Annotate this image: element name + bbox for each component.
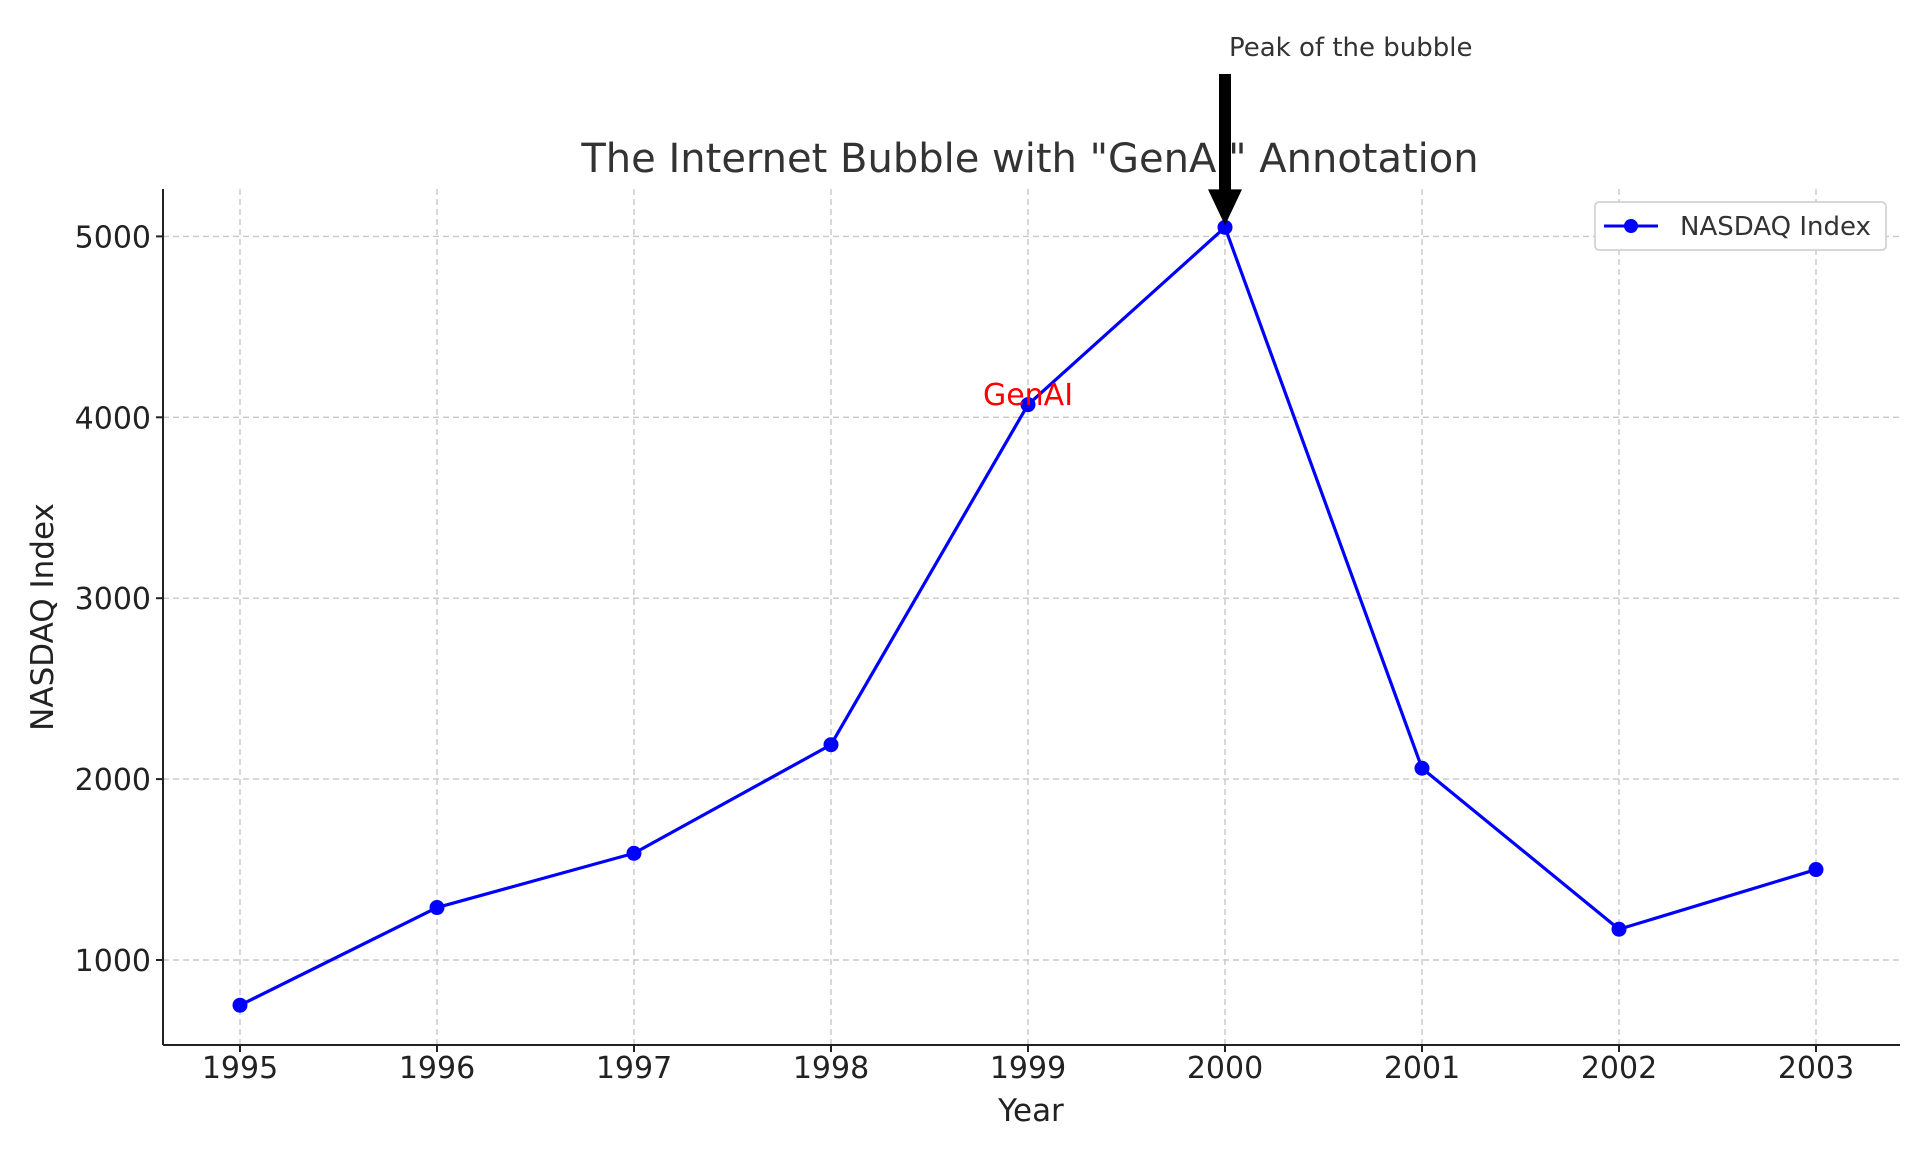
x-tick-label: 2000 [1187,1051,1263,1086]
y-tick-label: 4000 [75,401,151,436]
x-tick-label: 1999 [990,1051,1066,1086]
y-tick-label: 2000 [75,763,151,798]
x-tick-label: 1995 [202,1051,278,1086]
grid [163,189,1900,1045]
data-point [1020,397,1036,413]
x-tick-label: 1997 [596,1051,672,1086]
data-point [1611,921,1627,937]
x-tick-label: 1996 [399,1051,475,1086]
y-tick-label: 1000 [75,944,151,979]
legend-box [1594,201,1887,251]
chart-title: The Internet Bubble with "GenAI" Annotat… [580,136,1478,182]
legend-label: NASDAQ Index [1680,212,1871,242]
data-point [429,900,445,916]
annotation-peak-text: Peak of the bubble [1229,33,1472,63]
x-tick-label: 2001 [1384,1051,1460,1086]
x-tick-label: 2002 [1581,1051,1657,1086]
data-point [1414,760,1430,776]
annotation-genai-text: GenAI [983,378,1073,413]
x-tick-label: 2003 [1778,1051,1854,1086]
legend-marker-icon [1624,219,1638,233]
data-point [1217,219,1233,235]
series-nasdaq-index [232,219,1824,1013]
x-ticks: 1995 1996 1997 1998 1999 2000 2001 2002 2003 [202,1045,1854,1086]
data-point [823,737,839,753]
y-ticks: 1000 2000 3000 4000 5000 [75,220,163,979]
data-point [626,845,642,861]
y-tick-label: 5000 [75,220,151,255]
data-point [1808,862,1824,878]
annotation-peak: Peak of the bubble [1208,33,1472,226]
y-tick-label: 3000 [75,582,151,617]
annotation-peak-arrow-head [1208,189,1242,226]
data-point [232,997,248,1013]
x-tick-label: 1998 [793,1051,869,1086]
axes [162,189,1900,1046]
x-axis-label: Year [997,1093,1064,1129]
y-axis-label: NASDAQ Index [25,503,61,731]
legend: NASDAQ Index [1594,201,1887,251]
